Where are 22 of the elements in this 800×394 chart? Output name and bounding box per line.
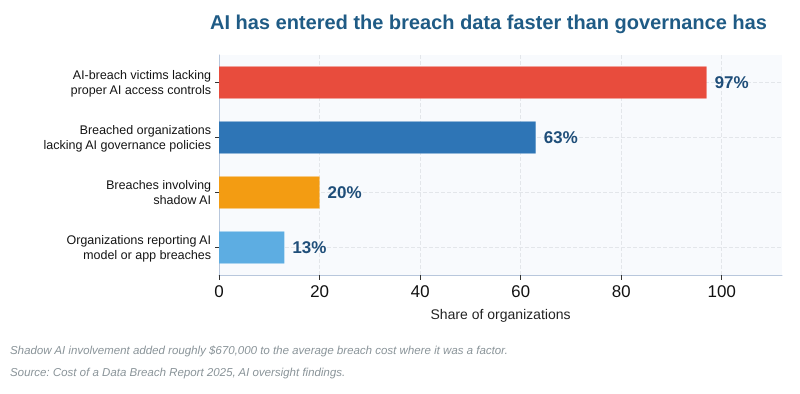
data-label: 20% <box>328 183 362 202</box>
bar <box>219 176 320 208</box>
chart-title: AI has entered the breach data faster than governance has <box>210 12 767 34</box>
x-tick-label: 100 <box>707 282 736 301</box>
x-tick-label: 0 <box>214 282 224 301</box>
x-tick-label: 40 <box>410 282 430 301</box>
y-tick-label: Organizations reporting AI model or app breaches <box>66 233 211 262</box>
data-label: 13% <box>292 238 326 257</box>
x-tick-label: 80 <box>612 282 631 301</box>
data-label: 97% <box>714 73 749 92</box>
data-label: 63% <box>544 128 578 147</box>
y-tick-label: Breached organizations lacking AI governance policies <box>44 123 211 152</box>
bar <box>219 122 536 154</box>
bar <box>219 232 284 264</box>
y-tick-label: AI-breach victims lacking proper AI access controls <box>70 68 212 97</box>
x-axis-title: Share of organizations <box>430 306 571 322</box>
x-tick-label: 60 <box>511 282 530 301</box>
source-note: Source: Cost of a Data Breach Report 2025, AI oversight findings. <box>10 366 346 381</box>
x-tick-label: 20 <box>310 282 329 301</box>
bar <box>219 66 707 98</box>
y-tick-label: Breaches involving shadow AI <box>106 178 212 207</box>
text: Shadow AI involvement added roughly $670,000 to the average breach cost where it was a factor. <box>10 344 509 359</box>
